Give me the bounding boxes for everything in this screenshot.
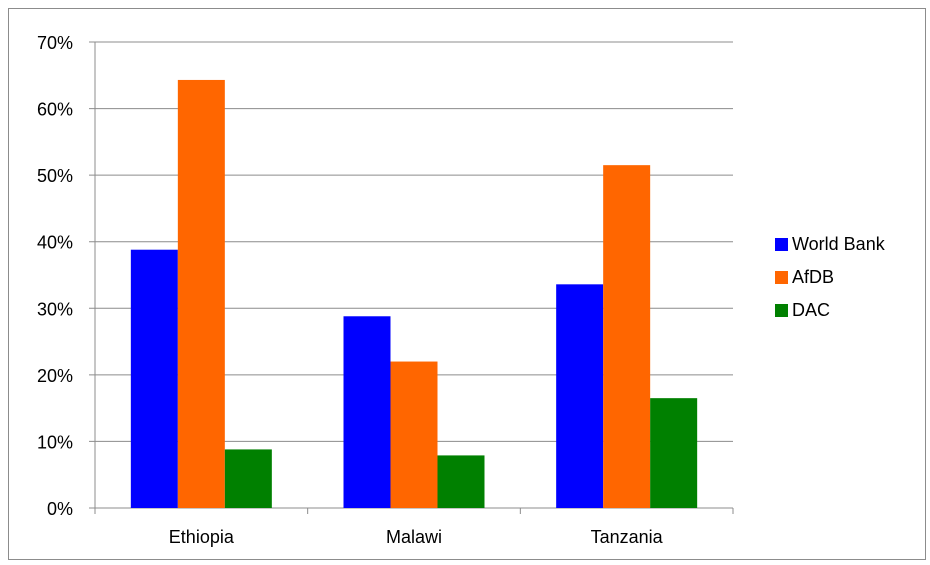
bar-dac-malawi bbox=[437, 455, 485, 508]
x-tick-label: Tanzania bbox=[591, 527, 664, 547]
bar-afdb-tanzania bbox=[603, 165, 651, 508]
y-tick-label: 0% bbox=[47, 499, 73, 519]
legend-item-afdb: AfDB bbox=[775, 266, 885, 289]
bar-world-bank-malawi bbox=[343, 316, 391, 508]
y-tick-label: 70% bbox=[37, 33, 73, 53]
y-tick-label: 50% bbox=[37, 166, 73, 186]
legend-label-world-bank: World Bank bbox=[792, 234, 885, 254]
bar-afdb-ethiopia bbox=[177, 79, 225, 509]
legend-item-world-bank: World Bank bbox=[775, 233, 885, 256]
legend-label-afdb: AfDB bbox=[792, 267, 835, 287]
bar-afdb-malawi bbox=[390, 361, 438, 508]
y-tick-label: 20% bbox=[37, 366, 73, 386]
legend-swatch-dac bbox=[775, 304, 788, 317]
bar-world-bank-tanzania bbox=[556, 284, 604, 508]
legend-label-dac: DAC bbox=[792, 300, 831, 320]
x-tick-label: Ethiopia bbox=[169, 527, 235, 547]
legend-item-dac: DAC bbox=[775, 299, 885, 322]
bar-world-bank-ethiopia bbox=[130, 249, 178, 508]
y-tick-label: 30% bbox=[37, 299, 73, 319]
chart-legend: World Bank AfDB DAC bbox=[775, 233, 885, 332]
x-tick-label: Malawi bbox=[386, 527, 442, 547]
y-tick-label: 10% bbox=[37, 432, 73, 452]
legend-swatch-world-bank bbox=[775, 238, 788, 251]
y-tick-label: 60% bbox=[37, 100, 73, 120]
bar-dac-ethiopia bbox=[224, 449, 272, 508]
y-tick-label: 40% bbox=[37, 233, 73, 253]
bar-dac-tanzania bbox=[650, 398, 698, 508]
legend-swatch-afdb bbox=[775, 271, 788, 284]
